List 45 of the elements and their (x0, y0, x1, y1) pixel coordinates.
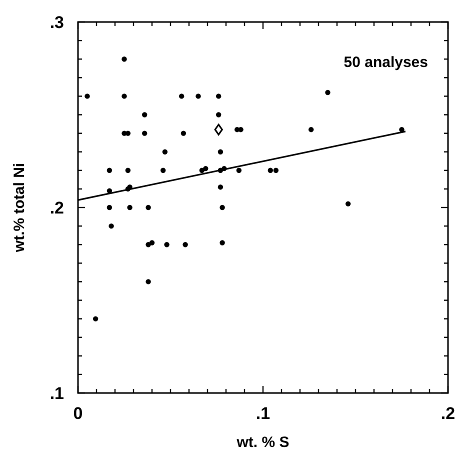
point (203, 166, 208, 172)
point (122, 94, 127, 99)
point (218, 184, 224, 190)
point (146, 204, 151, 210)
point (106, 168, 112, 173)
point (125, 168, 131, 173)
x-tick-label: .2 (440, 404, 456, 423)
point (92, 316, 98, 322)
point (238, 126, 244, 132)
point (214, 124, 223, 136)
point (308, 126, 314, 132)
point (273, 168, 279, 173)
point (182, 242, 188, 248)
point (179, 94, 184, 99)
point (160, 168, 166, 173)
point (196, 94, 201, 99)
point (268, 168, 273, 173)
point (180, 130, 186, 136)
point (220, 204, 225, 210)
point (346, 201, 351, 206)
point (142, 112, 148, 118)
point (216, 112, 222, 118)
point (216, 94, 222, 99)
point (218, 149, 224, 154)
y-axis-title: wt.% total Ni (11, 162, 28, 254)
point (106, 204, 112, 210)
x-axis-title: wt. % S (236, 434, 290, 451)
point (164, 242, 170, 248)
point (146, 279, 151, 284)
y-tick-label: .1 (50, 384, 64, 403)
point (122, 56, 127, 62)
point (108, 223, 114, 229)
x-tick-label: 0 (73, 404, 83, 423)
point (236, 168, 242, 173)
x-tick-label: .1 (256, 404, 270, 423)
point (149, 240, 155, 246)
y-tick-label: .3 (50, 13, 64, 32)
point (220, 240, 225, 246)
point (84, 94, 90, 99)
point (162, 149, 168, 154)
point (325, 90, 330, 96)
point (142, 130, 148, 136)
point (127, 204, 132, 210)
y-tick-label: .2 (50, 198, 64, 218)
annotation: 50 analyses (344, 54, 428, 71)
